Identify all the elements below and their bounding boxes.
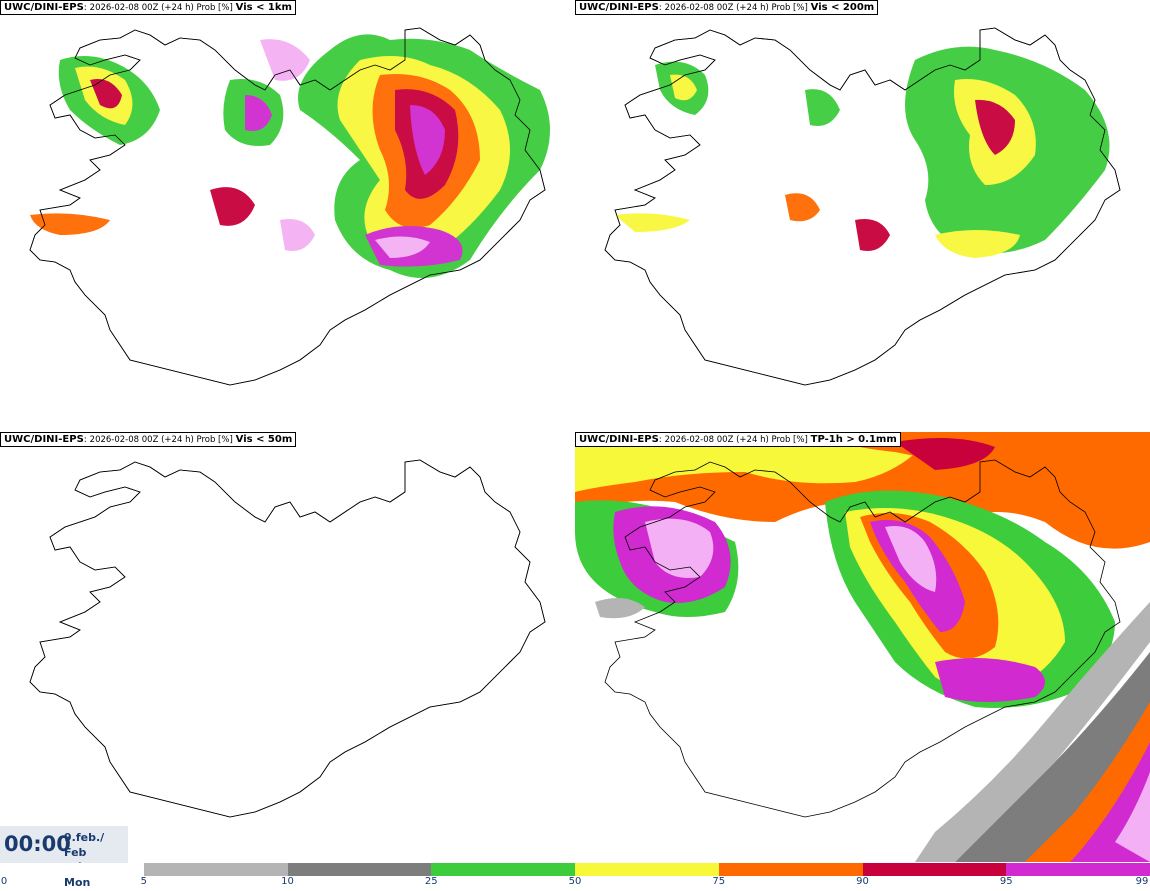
colorbar-segment: [287, 863, 432, 876]
colorbar-segment: [862, 863, 1007, 876]
colorbar-tick-label: 50: [568, 876, 582, 887]
variable-label: TP-1h > 0.1mm: [810, 434, 897, 445]
run-meta: 2026-02-08 00Z (+24 h) Prob [%]: [89, 435, 233, 445]
map-vis-1km: [29, 27, 550, 386]
run-meta: 2026-02-08 00Z (+24 h) Prob [%]: [664, 3, 808, 13]
map-panel-vis-1km: UWC/DINI-EPS: 2026-02-08 00Z (+24 h) Pro…: [0, 0, 575, 430]
variable-label: Vis < 200m: [810, 2, 875, 13]
run-meta: 2026-02-08 00Z (+24 h) Prob [%]: [664, 435, 808, 445]
map-vis-50m: [29, 459, 546, 818]
panel-title: UWC/DINI-EPS: 2026-02-08 00Z (+24 h) Pro…: [0, 432, 297, 447]
map-precip: [575, 432, 1150, 862]
source-label: UWC/DINI-EPS: [579, 434, 659, 445]
colorbar-tick-label: 75: [712, 876, 726, 887]
source-label: UWC/DINI-EPS: [579, 2, 659, 13]
valid-time-box: 00:00 9.feb./ Feb Mán./ Mon: [0, 826, 128, 889]
probability-field: [615, 46, 1110, 258]
variable-label: Vis < 50m: [235, 434, 293, 445]
source-label: UWC/DINI-EPS: [4, 434, 84, 445]
valid-time: 00:00: [4, 832, 71, 856]
colorbar: 0 5 10 25 50 75 90 95 99: [0, 863, 1150, 891]
panel-title: UWC/DINI-EPS: 2026-02-08 00Z (+24 h) Pro…: [575, 432, 901, 447]
panel-title: UWC/DINI-EPS: 2026-02-08 00Z (+24 h) Pro…: [575, 0, 879, 15]
colorbar-tick-label: 90: [856, 876, 869, 887]
map-panel-vis-200m: UWC/DINI-EPS: 2026-02-08 00Z (+24 h) Pro…: [575, 0, 1150, 430]
colorbar-segment: [0, 863, 144, 876]
valid-date-line1: 9.feb./ Feb: [64, 831, 105, 859]
colorbar-segment: [431, 863, 575, 876]
colorbar-segment: [718, 863, 863, 876]
colorbar-segment: [575, 863, 719, 876]
colorbar-segment: [1006, 863, 1150, 876]
colorbar-tick-label: 0: [0, 876, 8, 887]
colorbar-segment: [143, 863, 288, 876]
run-meta: 2026-02-08 00Z (+24 h) Prob [%]: [89, 3, 233, 13]
colorbar-tick-label: 25: [424, 876, 438, 887]
probability-field: [575, 432, 1150, 862]
colorbar-tick-label: 10: [281, 876, 294, 887]
panel-title: UWC/DINI-EPS: 2026-02-08 00Z (+24 h) Pro…: [0, 0, 296, 15]
map-vis-200m: [604, 27, 1121, 386]
source-label: UWC/DINI-EPS: [4, 2, 84, 13]
variable-label: Vis < 1km: [235, 2, 292, 13]
probability-field: [30, 34, 550, 278]
colorbar-tick-label: 5: [140, 876, 147, 887]
map-panel-vis-50m: UWC/DINI-EPS: 2026-02-08 00Z (+24 h) Pro…: [0, 432, 575, 862]
colorbar-tick-label: 95: [999, 876, 1013, 887]
colorbar-tick-label: 99: [1135, 876, 1149, 887]
map-panel-precip: UWC/DINI-EPS: 2026-02-08 00Z (+24 h) Pro…: [575, 432, 1150, 862]
